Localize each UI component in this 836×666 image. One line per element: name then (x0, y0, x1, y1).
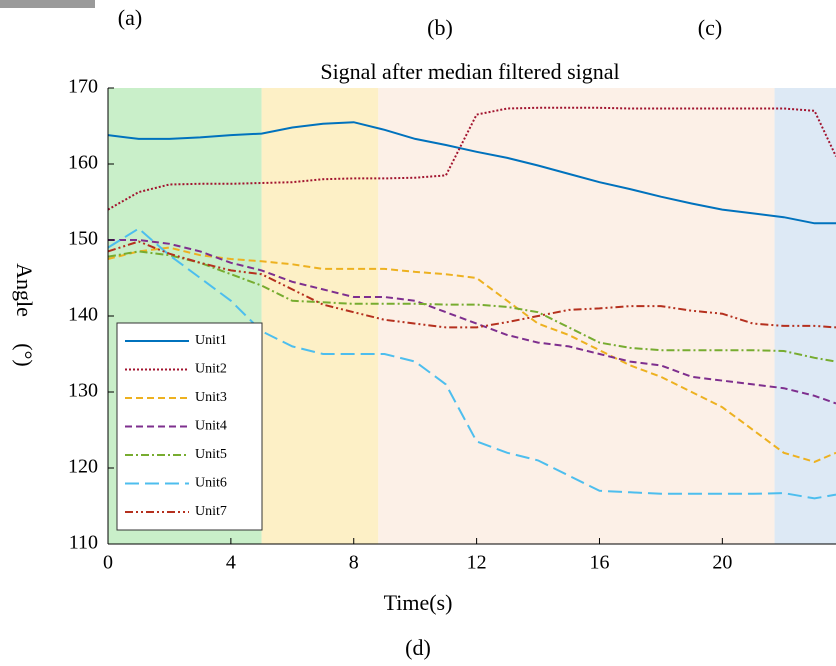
legend-label: Unit7 (195, 504, 227, 519)
region (378, 88, 775, 544)
image-fragment (0, 0, 95, 8)
series-line (108, 106, 836, 211)
series-line (108, 227, 836, 500)
y-axis-unit: (°) (12, 343, 37, 366)
x-axis-label: Time(s) (384, 590, 453, 615)
panel-label: (b) (427, 15, 453, 40)
series-line (108, 246, 836, 463)
series-line (108, 239, 836, 405)
y-tick-label: 130 (68, 380, 98, 402)
legend-label: Unit3 (195, 390, 227, 405)
series-line (108, 121, 836, 225)
y-tick-label: 150 (68, 228, 98, 250)
y-tick-label: 120 (68, 456, 98, 478)
legend-label: Unit2 (195, 362, 227, 377)
x-tick-label: 12 (467, 552, 487, 574)
x-tick-label: 16 (589, 552, 609, 574)
series-line (108, 250, 836, 363)
legend-label: Unit4 (195, 419, 227, 434)
x-tick-label: 20 (712, 552, 732, 574)
chart-title: Signal after median filtered signal (320, 59, 619, 84)
panel-label: (c) (698, 15, 722, 40)
x-tick-label: 0 (103, 552, 113, 574)
y-tick-label: 170 (68, 76, 98, 98)
y-tick-label: 160 (68, 152, 98, 174)
panel-label: (a) (118, 5, 142, 30)
x-tick-label: 8 (349, 552, 359, 574)
legend-label: Unit6 (195, 476, 227, 491)
legend-label: Unit1 (195, 333, 227, 348)
x-tick-label: 4 (226, 552, 236, 574)
region (261, 88, 379, 544)
y-tick-label: 140 (68, 304, 98, 326)
legend-label: Unit5 (195, 447, 227, 462)
series-line (108, 240, 836, 329)
y-axis-label: Angle (12, 263, 37, 317)
region (774, 88, 836, 544)
panel-label: (d) (405, 635, 431, 660)
y-tick-label: 110 (69, 532, 98, 554)
